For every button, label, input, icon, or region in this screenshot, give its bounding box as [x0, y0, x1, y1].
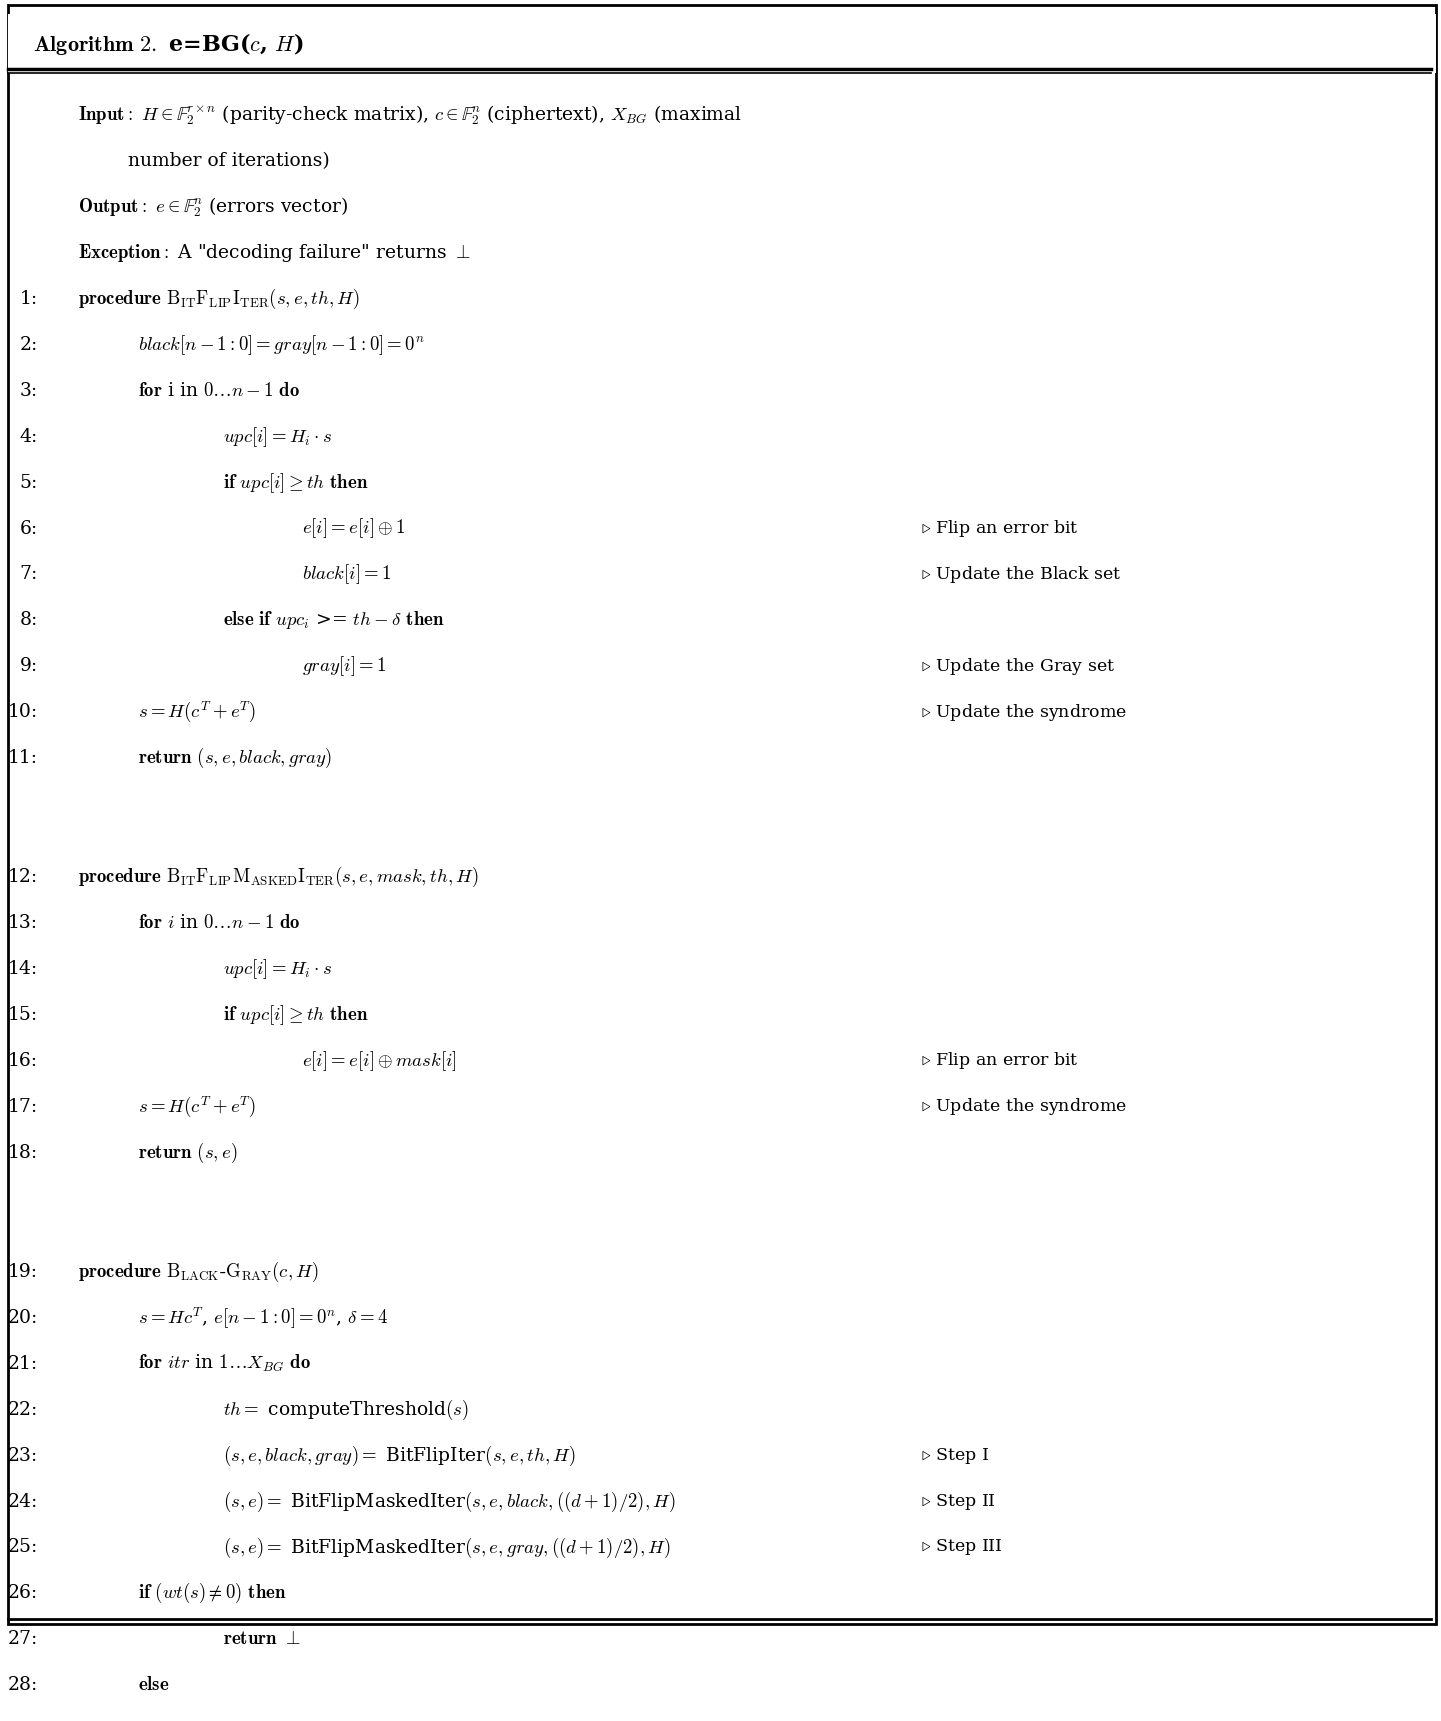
Text: 3:: 3: [20, 382, 37, 399]
Text: $(s, e) = $ BitFlipMaskedIter$(s, e, \mathit{gray}, ((d+1)/2), H)$: $(s, e) = $ BitFlipMaskedIter$(s, e, \ma… [223, 1535, 670, 1559]
Text: $\mathbf{for}$ $itr$ in $1\ldots X_{BG}$ $\mathbf{do}$: $\mathbf{for}$ $itr$ in $1\ldots X_{BG}$… [138, 1353, 311, 1375]
Text: 18:: 18: [7, 1144, 37, 1162]
Text: 7:: 7: [20, 566, 37, 583]
Text: $\mathbf{return}$ $\bot$: $\mathbf{return}$ $\bot$ [223, 1630, 300, 1649]
Text: $\mathit{gray}[i] = 1$: $\mathit{gray}[i] = 1$ [303, 654, 388, 678]
Text: $\mathbf{return}$ $(s, e)$: $\mathbf{return}$ $(s, e)$ [138, 1141, 238, 1165]
Text: $\mathbf{procedure}$ $\mathrm{B}_{\mathrm{IT}}\mathrm{F}_{\mathrm{LIP}}\mathrm{M: $\mathbf{procedure}$ $\mathrm{B}_{\mathr… [78, 866, 478, 890]
Text: 5:: 5: [20, 473, 37, 492]
Text: $e[i] = e[i] \oplus \mathit{mask}[i]$: $e[i] = e[i] \oplus \mathit{mask}[i]$ [303, 1050, 457, 1072]
Text: $\mathbf{else\ if}$ $\mathit{upc}_i$ >= $\mathit{th} - \delta$ $\mathbf{then}$: $\mathbf{else\ if}$ $\mathit{upc}_i$ >= … [223, 609, 444, 632]
Text: 10:: 10: [7, 704, 37, 721]
Text: $\mathit{upc}[i] = H_i \cdot s$: $\mathit{upc}[i] = H_i \cdot s$ [223, 425, 331, 449]
Text: 13:: 13: [9, 914, 37, 933]
Text: $(s, e) = $ BitFlipMaskedIter$(s, e, \mathit{black}, ((d+1)/2), H)$: $(s, e) = $ BitFlipMaskedIter$(s, e, \ma… [223, 1489, 676, 1514]
Text: $\triangleright$ Step III: $\triangleright$ Step III [921, 1537, 1003, 1558]
Text: $\mathbf{Input:}$ $H \in \mathbb{F}_2^{r\times n}$ (parity-check matrix), $c \in: $\mathbf{Input:}$ $H \in \mathbb{F}_2^{r… [78, 103, 742, 127]
Text: $\mathit{upc}[i] = H_i \cdot s$: $\mathit{upc}[i] = H_i \cdot s$ [223, 957, 331, 981]
Text: 28:: 28: [7, 1676, 37, 1693]
Text: 16:: 16: [9, 1052, 37, 1070]
Text: 24:: 24: [7, 1492, 37, 1511]
Text: $\mathbf{for}$ i in $0\ldots n-1$ $\mathbf{do}$: $\mathbf{for}$ i in $0\ldots n-1$ $\math… [138, 382, 300, 399]
Text: 25:: 25: [7, 1539, 37, 1556]
Text: $\mathbf{Output:}$ $e \in \mathbb{F}_2^{n}$ (errors vector): $\mathbf{Output:}$ $e \in \mathbb{F}_2^{… [78, 196, 349, 219]
Text: $\triangleright$ Flip an error bit: $\triangleright$ Flip an error bit [921, 1050, 1079, 1072]
Text: 12:: 12: [7, 869, 37, 886]
Text: 27:: 27: [7, 1630, 37, 1649]
Text: $\triangleright$ Step I: $\triangleright$ Step I [921, 1446, 989, 1466]
Text: 4:: 4: [20, 429, 37, 446]
Text: 8:: 8: [20, 611, 37, 630]
Text: $\mathbf{Algorithm\ 2.}$ e=BG($c$, $H$): $\mathbf{Algorithm\ 2.}$ e=BG($c$, $H$) [33, 31, 304, 57]
Text: 1:: 1: [20, 291, 37, 308]
Text: $\triangleright$ Update the syndrome: $\triangleright$ Update the syndrome [921, 1096, 1127, 1117]
Text: $\triangleright$ Step II: $\triangleright$ Step II [921, 1492, 996, 1511]
Text: $\mathbf{for}$ $i$ in $0\ldots n-1$ $\mathbf{do}$: $\mathbf{for}$ $i$ in $0\ldots n-1$ $\ma… [138, 914, 300, 933]
Text: 6:: 6: [20, 520, 37, 537]
Text: $\triangleright$ Update the Black set: $\triangleright$ Update the Black set [921, 564, 1121, 585]
Text: 19:: 19: [9, 1263, 37, 1280]
Text: $s = Hc^{T}$, $e[n-1:0] = 0^{n}$, $\delta = 4$: $s = Hc^{T}$, $e[n-1:0] = 0^{n}$, $\delt… [138, 1305, 388, 1330]
Text: 15:: 15: [7, 1007, 37, 1024]
Text: $\mathbf{if}$ $\mathit{upc}[i] \geq \mathit{th}$ $\mathbf{then}$: $\mathbf{if}$ $\mathit{upc}[i] \geq \mat… [223, 1003, 367, 1027]
Text: 2:: 2: [20, 336, 37, 355]
Text: $s = H(c^{T} + e^{T})$: $s = H(c^{T} + e^{T})$ [138, 700, 256, 725]
Bar [9, 14, 1437, 72]
Text: $\triangleright$ Flip an error bit: $\triangleright$ Flip an error bit [921, 518, 1079, 539]
Text: $\mathbf{else}$: $\mathbf{else}$ [138, 1676, 170, 1693]
Text: $\mathbf{Exception:}$ A "decoding failure" returns $\bot$: $\mathbf{Exception:}$ A "decoding failur… [78, 243, 471, 263]
Text: $\mathbf{if}$ $(wt(s) \neq 0)$ $\mathbf{then}$: $\mathbf{if}$ $(wt(s) \neq 0)$ $\mathbf{… [138, 1582, 287, 1606]
Text: 17:: 17: [7, 1098, 37, 1115]
Text: $\mathbf{procedure}$ $\mathrm{B}_{\mathrm{LACK}}\text{-}\mathrm{G}_{\mathrm{RAY}: $\mathbf{procedure}$ $\mathrm{B}_{\mathr… [78, 1260, 318, 1284]
Text: $\mathbf{if}$ $\mathit{upc}[i] \geq \mathit{th}$ $\mathbf{then}$: $\mathbf{if}$ $\mathit{upc}[i] \geq \mat… [223, 472, 367, 494]
Text: 20:: 20: [7, 1310, 37, 1327]
Text: $\mathbf{return}$ $(s, e, \mathit{black}, \mathit{gray})$: $\mathbf{return}$ $(s, e, \mathit{black}… [138, 745, 331, 769]
Text: 9:: 9: [20, 657, 37, 675]
Text: 14:: 14: [7, 960, 37, 978]
Text: $\triangleright$ Update the Gray set: $\triangleright$ Update the Gray set [921, 656, 1115, 676]
Text: $th = $ computeThreshold$(s)$: $th = $ computeThreshold$(s)$ [223, 1397, 468, 1422]
Text: 21:: 21: [7, 1354, 37, 1373]
Text: 11:: 11: [9, 749, 37, 768]
Text: $(s, e, \mathit{black}, \mathit{gray}) = $ BitFlipIter$(s, e, \mathit{th}, H)$: $(s, e, \mathit{black}, \mathit{gray}) =… [223, 1444, 575, 1468]
Text: $\mathit{black}[n-1:0] = \mathit{gray}[n-1:0] = 0^{n}$: $\mathit{black}[n-1:0] = \mathit{gray}[n… [138, 334, 424, 356]
Text: $\mathbf{procedure}$ $\mathrm{B}_{\mathrm{IT}}\mathrm{F}_{\mathrm{LIP}}\mathrm{I: $\mathbf{procedure}$ $\mathrm{B}_{\mathr… [78, 287, 360, 312]
Text: $s = H(c^{T} + e^{T})$: $s = H(c^{T} + e^{T})$ [138, 1095, 256, 1119]
Text: number of iterations): number of iterations) [128, 153, 330, 170]
Text: $\mathit{black}[i] = 1$: $\mathit{black}[i] = 1$ [303, 563, 392, 587]
Text: $\triangleright$ Update the syndrome: $\triangleright$ Update the syndrome [921, 702, 1127, 723]
Text: $e[i] = e[i] \oplus 1$: $e[i] = e[i] \oplus 1$ [303, 516, 406, 540]
Text: 26:: 26: [7, 1585, 37, 1602]
Text: 23:: 23: [7, 1447, 37, 1465]
Text: 22:: 22: [7, 1401, 37, 1418]
